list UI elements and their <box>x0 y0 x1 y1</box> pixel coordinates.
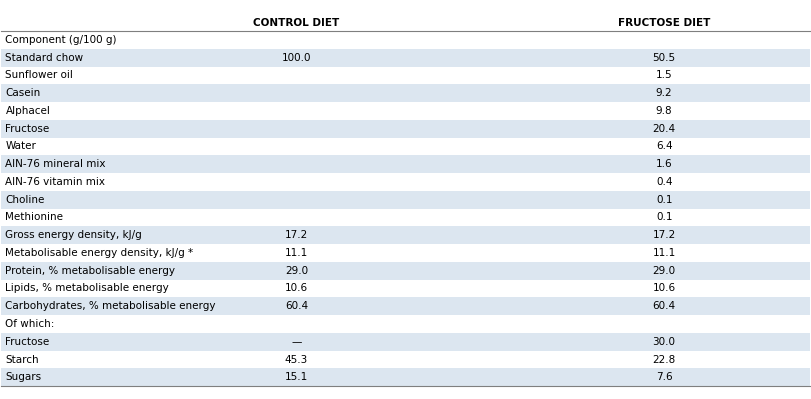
Bar <box>2 262 809 280</box>
Text: 29.0: 29.0 <box>653 266 676 276</box>
Text: Choline: Choline <box>6 195 45 205</box>
Text: 60.4: 60.4 <box>285 301 308 311</box>
Text: 20.4: 20.4 <box>653 124 676 134</box>
Bar <box>2 49 809 67</box>
Text: 9.8: 9.8 <box>656 106 672 116</box>
Text: 29.0: 29.0 <box>285 266 308 276</box>
Text: AIN-76 vitamin mix: AIN-76 vitamin mix <box>6 177 105 187</box>
Text: Starch: Starch <box>6 354 39 365</box>
Text: —: — <box>291 337 302 347</box>
Text: 100.0: 100.0 <box>281 53 311 63</box>
Text: 10.6: 10.6 <box>285 283 308 294</box>
Text: Of which:: Of which: <box>6 319 55 329</box>
Text: Gross energy density, kJ/g: Gross energy density, kJ/g <box>6 230 142 240</box>
Bar <box>2 120 809 138</box>
Text: Lipids, % metabolisable energy: Lipids, % metabolisable energy <box>6 283 169 294</box>
Text: 50.5: 50.5 <box>653 53 676 63</box>
Bar <box>2 191 809 209</box>
Text: 7.6: 7.6 <box>656 372 672 382</box>
Bar <box>2 333 809 351</box>
Text: Metabolisable energy density, kJ/g *: Metabolisable energy density, kJ/g * <box>6 248 194 258</box>
Text: 15.1: 15.1 <box>285 372 308 382</box>
Text: FRUCTOSE DIET: FRUCTOSE DIET <box>618 18 710 28</box>
Text: 11.1: 11.1 <box>285 248 308 258</box>
Text: Water: Water <box>6 141 36 152</box>
Text: 6.4: 6.4 <box>656 141 672 152</box>
Text: Alphacel: Alphacel <box>6 106 50 116</box>
Text: Standard chow: Standard chow <box>6 53 84 63</box>
Bar <box>2 297 809 315</box>
Bar <box>2 84 809 102</box>
Text: 22.8: 22.8 <box>653 354 676 365</box>
Text: Sugars: Sugars <box>6 372 41 382</box>
Bar <box>2 155 809 173</box>
Text: 10.6: 10.6 <box>653 283 676 294</box>
Text: 0.1: 0.1 <box>656 195 672 205</box>
Text: Methionine: Methionine <box>6 212 63 223</box>
Text: Sunflower oil: Sunflower oil <box>6 70 73 81</box>
Text: 1.5: 1.5 <box>656 70 672 81</box>
Text: Carbohydrates, % metabolisable energy: Carbohydrates, % metabolisable energy <box>6 301 216 311</box>
Text: 11.1: 11.1 <box>653 248 676 258</box>
Text: Fructose: Fructose <box>6 337 49 347</box>
Text: Casein: Casein <box>6 88 41 98</box>
Text: 1.6: 1.6 <box>656 159 672 169</box>
Text: 45.3: 45.3 <box>285 354 308 365</box>
Bar <box>2 368 809 386</box>
Text: Component (g/100 g): Component (g/100 g) <box>6 35 117 45</box>
Text: CONTROL DIET: CONTROL DIET <box>253 18 340 28</box>
Text: 9.2: 9.2 <box>656 88 672 98</box>
Text: AIN-76 mineral mix: AIN-76 mineral mix <box>6 159 106 169</box>
Text: Protein, % metabolisable energy: Protein, % metabolisable energy <box>6 266 175 276</box>
Text: 17.2: 17.2 <box>285 230 308 240</box>
Text: 0.1: 0.1 <box>656 212 672 223</box>
Bar <box>2 226 809 244</box>
Text: 60.4: 60.4 <box>653 301 676 311</box>
Text: 0.4: 0.4 <box>656 177 672 187</box>
Text: 17.2: 17.2 <box>653 230 676 240</box>
Text: Fructose: Fructose <box>6 124 49 134</box>
Text: 30.0: 30.0 <box>653 337 676 347</box>
